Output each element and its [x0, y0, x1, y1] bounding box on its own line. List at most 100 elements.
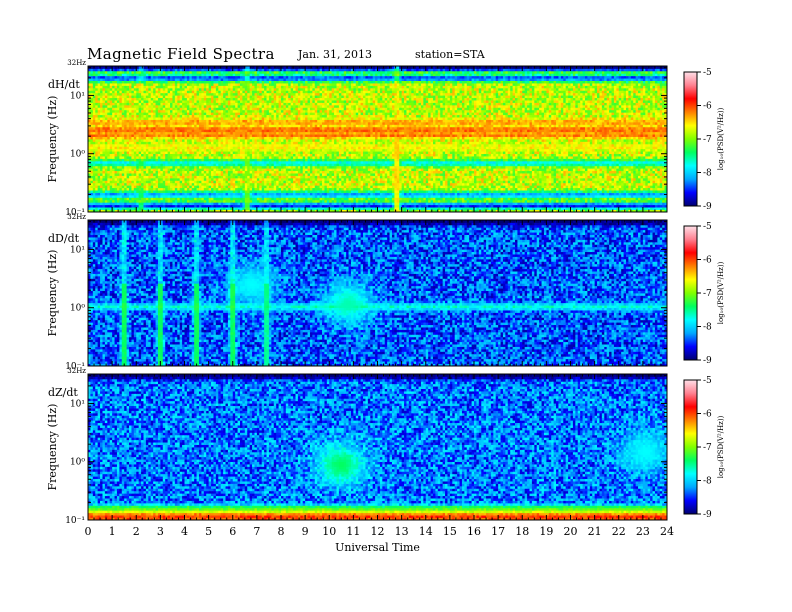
spectrogram-cell: [392, 207, 395, 210]
spectrogram-cell: [549, 207, 552, 210]
spectrogram-cell: [510, 205, 513, 208]
spectrogram-cell: [349, 205, 352, 208]
spectrogram-cell: [525, 207, 528, 210]
spectrogram-cell: [638, 207, 641, 210]
spectrogram-cell: [168, 205, 171, 208]
spectrogram-cell: [151, 205, 154, 208]
spectrogram-cell: [397, 207, 400, 210]
spectrogram-cell: [503, 205, 506, 208]
spectrogram-cell: [199, 205, 202, 208]
spectrogram-cell: [107, 202, 110, 205]
spectrogram-cell: [609, 205, 612, 208]
spectrogram-cell: [653, 205, 656, 208]
spectrogram-cell: [380, 207, 383, 210]
spectrogram-cell: [204, 207, 207, 210]
spectrogram-cell: [139, 207, 142, 210]
spectrogram-cell: [505, 205, 508, 208]
spectrogram-cell: [105, 205, 108, 208]
spectrogram-cell: [201, 205, 204, 208]
spectrogram-cell: [573, 205, 576, 208]
spectrogram-cell: [493, 207, 496, 210]
spectrogram-cell: [373, 207, 376, 210]
spectrogram-cell: [587, 205, 590, 208]
spectrogram-cell: [628, 205, 631, 208]
spectrogram-cell: [168, 207, 171, 210]
spectrogram-cell: [271, 205, 274, 208]
spectrogram-cell: [539, 205, 542, 208]
spectrogram-cell: [93, 205, 96, 208]
spectrogram-cell: [455, 205, 458, 208]
spectrogram-cell: [235, 205, 238, 208]
spectrogram-cell: [192, 205, 195, 208]
spectrogram-cell: [240, 207, 243, 210]
spectrogram-cell: [467, 205, 470, 208]
spectrogram-cell: [115, 202, 118, 205]
spectrogram-cell: [221, 205, 224, 208]
spectrogram-cell: [390, 205, 393, 208]
spectrogram-cell: [127, 205, 130, 208]
spectrogram-cell: [187, 205, 190, 208]
spectrogram-cell: [153, 205, 156, 208]
spectrogram-cell: [148, 205, 151, 208]
spectrogram-cell: [409, 205, 412, 208]
spectrogram-cell: [264, 207, 267, 210]
spectrogram-cell: [636, 205, 639, 208]
spectrogram-cell: [163, 207, 166, 210]
spectrogram-cell: [341, 205, 344, 208]
spectrogram-cell: [624, 205, 627, 208]
spectrogram-cell: [373, 205, 376, 208]
spectrogram-cell: [223, 207, 226, 210]
spectrogram-cell: [223, 205, 226, 208]
spectrogram-cell: [180, 205, 183, 208]
spectrogram-cell: [549, 205, 552, 208]
spectrogram-cell: [308, 207, 311, 210]
spectrogram-cell: [609, 207, 612, 210]
spectrogram-cell: [216, 205, 219, 208]
spectrogram-cell: [90, 207, 93, 210]
spectrogram-cell: [356, 205, 359, 208]
spectrogram-cell: [433, 205, 436, 208]
spectrogram-cell: [339, 205, 342, 208]
spectrogram-cell: [558, 205, 561, 208]
spectrogram-cell: [105, 202, 108, 205]
spectrogram-cell: [146, 202, 149, 205]
spectrogram-cell: [334, 205, 337, 208]
spectrogram-cell: [199, 207, 202, 210]
spectrogram-cell: [134, 202, 137, 205]
spectrogram-cell: [124, 205, 127, 208]
spectrogram-cell: [291, 205, 294, 208]
spectrogram-cell: [143, 202, 146, 205]
spectrogram-cell: [513, 207, 516, 210]
spectrogram-cell: [626, 207, 629, 210]
spectrogram-cell: [346, 205, 349, 208]
spectrogram-cell: [481, 205, 484, 208]
spectrogram-cell: [394, 205, 397, 208]
spectrogram-cell: [122, 202, 125, 205]
spectrogram-cell: [363, 205, 366, 208]
spectrogram-cell: [259, 207, 262, 210]
spectrogram-cell: [216, 207, 219, 210]
spectrogram-cell: [416, 205, 419, 208]
spectrogram-cell: [211, 207, 214, 210]
spectrogram-cell: [486, 205, 489, 208]
spectrogram-cell: [599, 205, 602, 208]
spectrogram-cell: [95, 202, 98, 205]
spectrogram-cell: [532, 205, 535, 208]
spectrogram-cell: [387, 205, 390, 208]
spectrogram-cell: [385, 205, 388, 208]
spectrogram-cell: [481, 207, 484, 210]
spectrogram-cell: [129, 205, 132, 208]
spectrogram-cell: [320, 205, 323, 208]
spectrogram-cell: [156, 205, 159, 208]
spectrogram-cell: [300, 207, 303, 210]
spectrogram-cell: [112, 202, 115, 205]
spectrogram-cell: [382, 205, 385, 208]
spectrogram-cell: [146, 205, 149, 208]
spectrogram-cell: [411, 205, 414, 208]
spectrogram-cell: [542, 205, 545, 208]
spectrogram-cell: [602, 207, 605, 210]
spectrogram-cell: [551, 205, 554, 208]
spectrogram-cell: [361, 205, 364, 208]
spectrogram-cell: [139, 205, 142, 208]
